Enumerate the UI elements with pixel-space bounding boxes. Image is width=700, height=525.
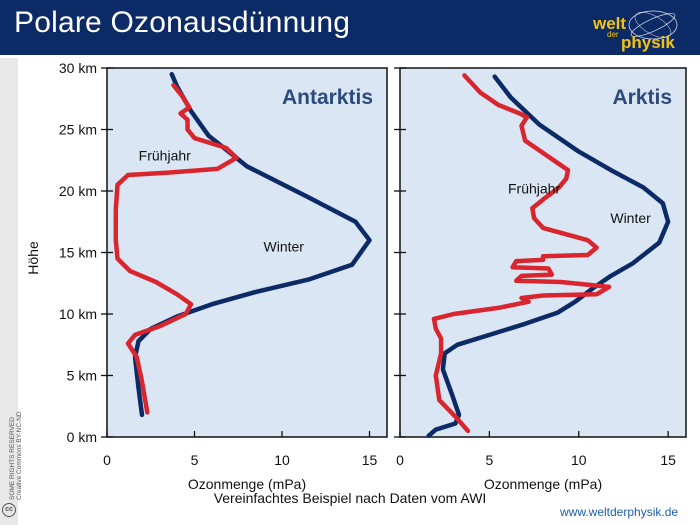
- chart-0-y-tick-label: 5 km: [67, 368, 97, 384]
- chart-0-plot-area: [106, 67, 388, 438]
- logo-word-der: der: [607, 30, 619, 39]
- chart-1-series-fruehjahr-line: [431, 73, 612, 434]
- chart-0-x-tick-label: 5: [191, 452, 199, 468]
- chart-0-y-tick-label: 30 km: [59, 60, 97, 76]
- chart-0-series-fruehjahr-line: [113, 82, 239, 415]
- chart-1-x-tick-label: 15: [660, 452, 676, 468]
- chart-1-x-tick-label: 5: [485, 452, 493, 468]
- chart-0-title: Antarktis: [282, 86, 373, 109]
- chart-1-x-tick-label: 10: [571, 452, 587, 468]
- chart-0-annotation: Frühjahr: [139, 147, 191, 163]
- header-bar: Polare Ozonausdünnung welt der physik: [0, 0, 700, 55]
- chart-0-y-tick-label: 25 km: [59, 122, 97, 138]
- website-link[interactable]: www.weltderphysik.de: [560, 505, 679, 519]
- chart-0-x-tick-label: 0: [103, 452, 111, 468]
- chart-1-x-tick-label: 0: [396, 452, 404, 468]
- chart-0-y-tick-label: 0 km: [67, 429, 97, 445]
- page-title: Polare Ozonausdünnung: [14, 6, 351, 39]
- chart-0-x-tick-label: 15: [362, 452, 378, 468]
- chart-0-x-axis-label: Ozonmenge (mPa): [188, 476, 306, 492]
- chart-0-y-axis-label: Höhe: [25, 241, 41, 275]
- chart-0-y-tick-label: 15 km: [59, 245, 97, 261]
- welt-der-physik-logo: welt der physik: [592, 10, 678, 52]
- chart-1-annotation: Winter: [610, 210, 651, 226]
- chart-0-x-tick-label: 10: [274, 452, 290, 468]
- logo-word-physik: physik: [621, 33, 675, 52]
- chart-1-annotation: Frühjahr: [508, 181, 560, 197]
- chart-0-series-winter-line: [132, 71, 372, 418]
- chart-0-y-tick-label: 10 km: [59, 306, 97, 322]
- cc-icon: cc: [2, 503, 16, 517]
- chart-footnote: Vereinfachtes Beispiel nach Daten vom AW…: [213, 490, 487, 506]
- chart-0-y-tick-label: 20 km: [59, 183, 97, 199]
- chart-1-x-axis-label: Ozonmenge (mPa): [484, 476, 602, 492]
- logo-word-welt: welt: [592, 14, 626, 33]
- chart-0-annotation: Winter: [264, 238, 305, 254]
- chart-1-title: Arktis: [612, 86, 672, 109]
- license-strip: [0, 58, 18, 525]
